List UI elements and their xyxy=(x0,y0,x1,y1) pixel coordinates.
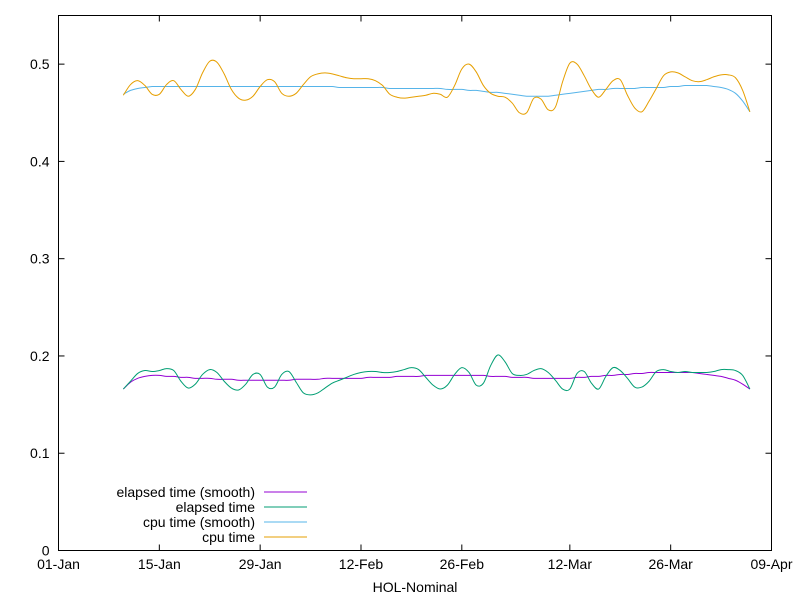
x-axis-title: HOL-Nominal xyxy=(373,579,458,595)
series-line-3 xyxy=(122,59,751,115)
y-tick-label: 0.3 xyxy=(30,251,50,267)
series-line-2 xyxy=(123,84,751,113)
legend-label: cpu time (smooth) xyxy=(143,514,255,530)
legend-label: elapsed time (smooth) xyxy=(116,484,255,500)
plot-frame xyxy=(58,15,772,551)
y-tick-label: 0.5 xyxy=(30,56,50,72)
y-tick-label: 0 xyxy=(42,543,50,559)
x-tick-label: 12-Feb xyxy=(339,556,384,572)
series-lines xyxy=(122,59,751,396)
x-tick-label: 12-Mar xyxy=(548,556,593,572)
x-tick-label: 29-Jan xyxy=(239,556,282,572)
y-tick-label: 0.2 xyxy=(30,348,50,364)
y-axis-ticks: 0 0.1 0.2 0.3 0.4 0.5 xyxy=(30,56,772,559)
y-tick-label: 0.4 xyxy=(30,153,50,169)
x-tick-label: 26-Feb xyxy=(440,556,485,572)
legend-label: cpu time xyxy=(202,529,255,545)
legend-label: elapsed time xyxy=(176,499,256,515)
y-tick-label: 0.1 xyxy=(30,445,50,461)
x-tick-label: 09-Apr xyxy=(750,556,792,572)
series-line-0 xyxy=(122,371,751,390)
x-tick-label: 15-Jan xyxy=(138,556,181,572)
series-line-1 xyxy=(122,354,751,396)
x-tick-label: 01-Jan xyxy=(37,556,80,572)
x-axis-ticks: 01-Jan 15-Jan 29-Jan 12-Feb 26-Feb 12-Mar 26-M… xyxy=(37,15,793,572)
x-tick-label: 26-Mar xyxy=(648,556,693,572)
